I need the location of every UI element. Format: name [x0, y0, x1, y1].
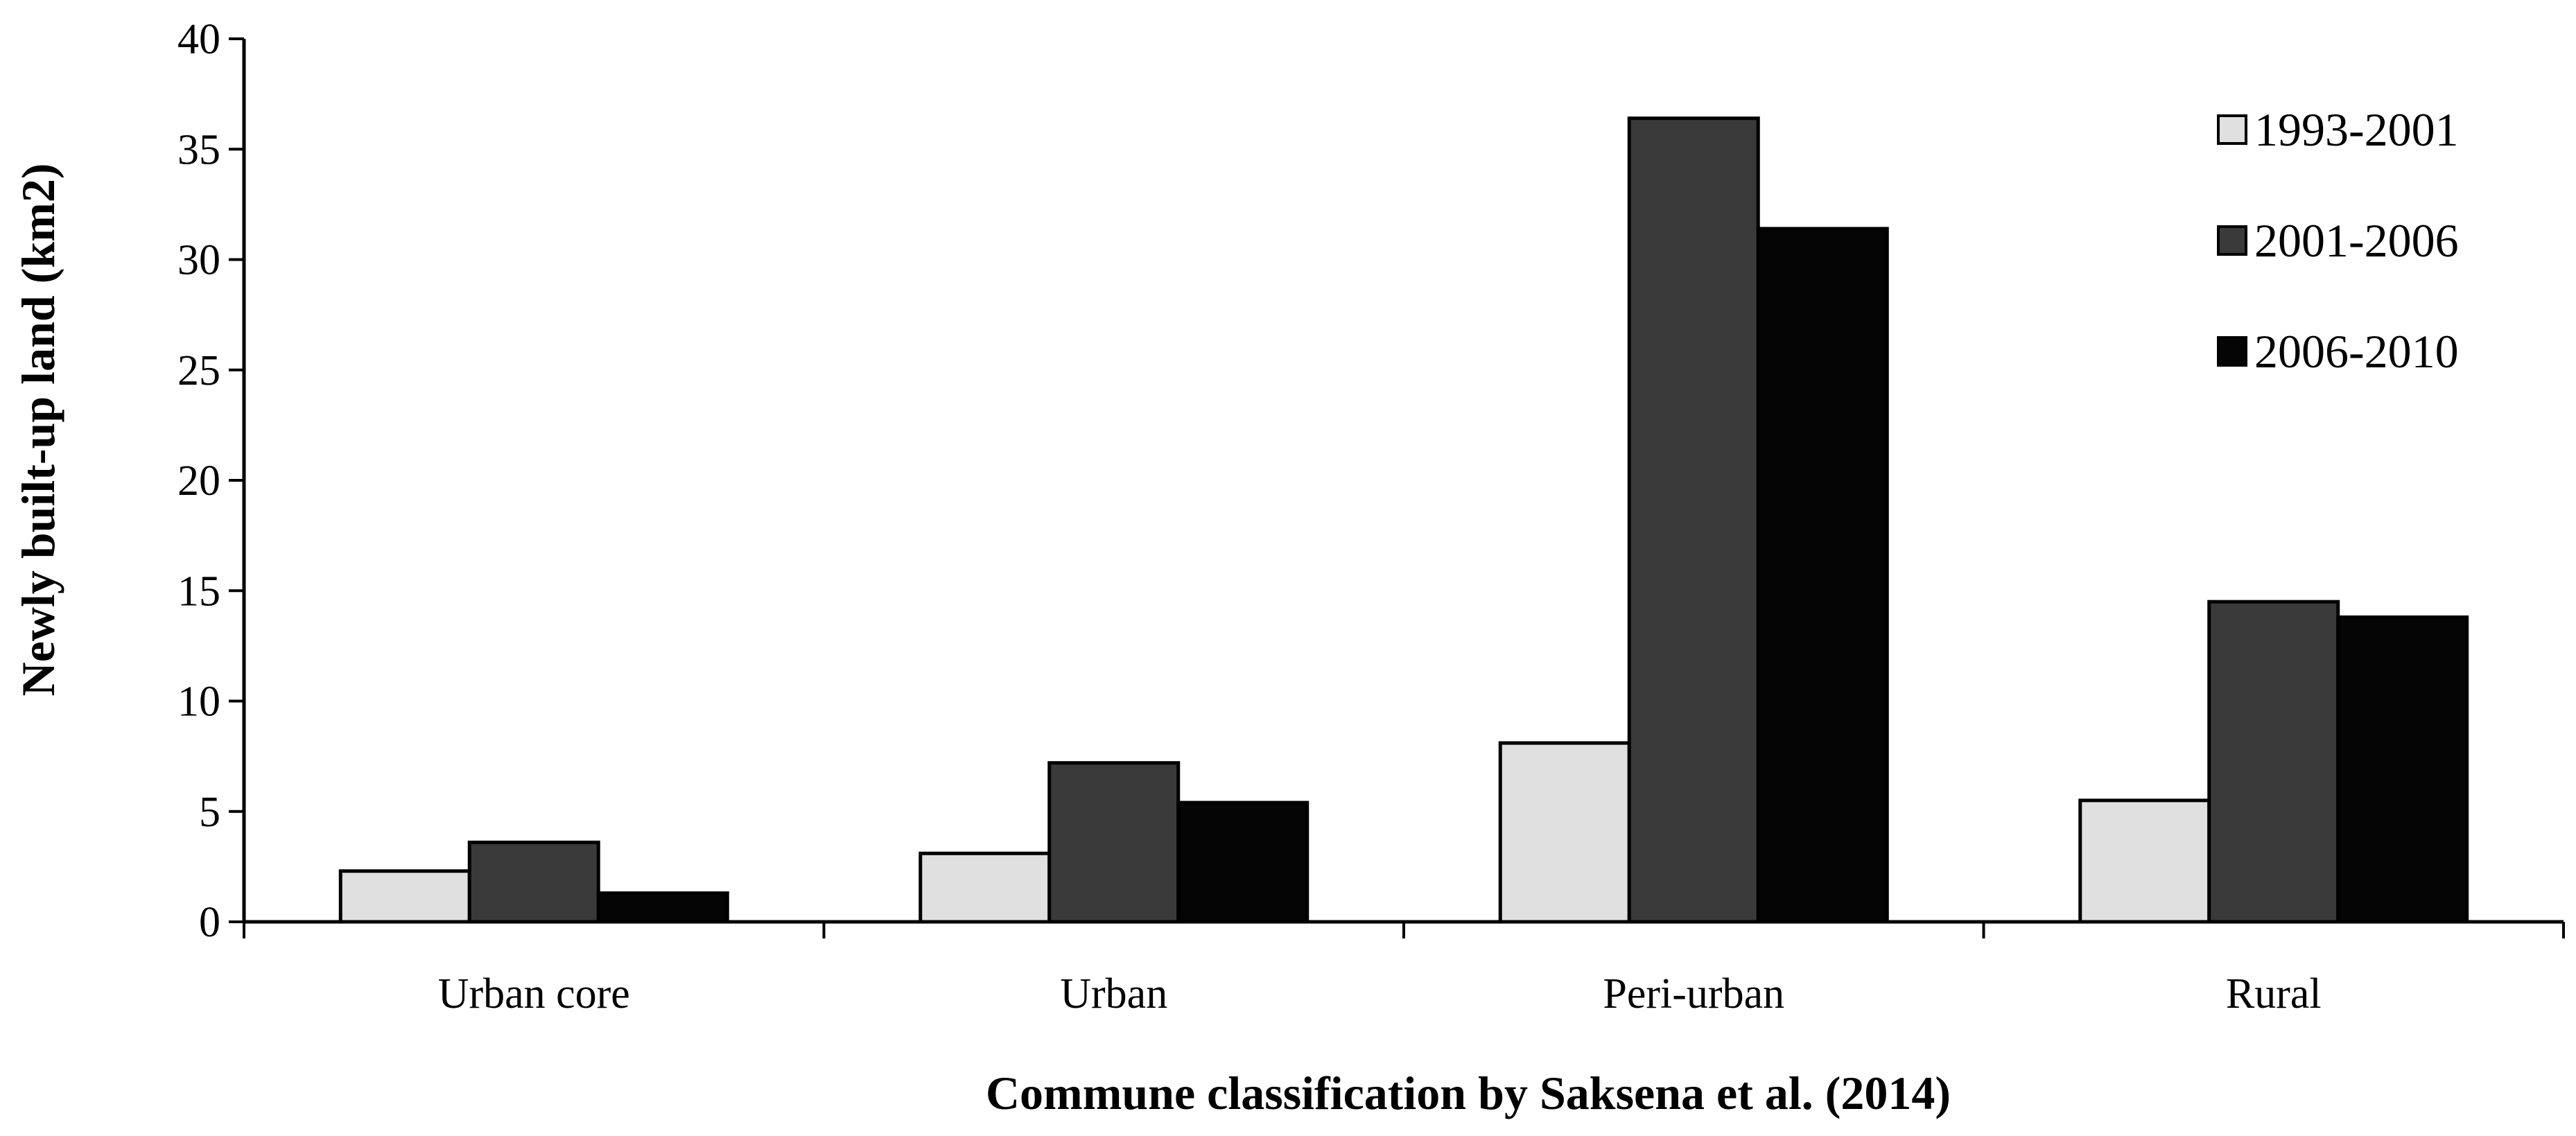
legend-swatch — [2217, 336, 2247, 367]
bar-1993-2001-urban — [919, 851, 1052, 924]
y-tick-label: 5 — [199, 789, 220, 836]
y-tick-label: 40 — [177, 16, 220, 63]
x-category-label: Peri-urban — [1603, 970, 1784, 1017]
y-tick-label: 0 — [199, 899, 220, 946]
y-tick-label: 15 — [177, 568, 220, 615]
x-axis-category-labels: Urban core Urban Peri-urban Rural — [438, 970, 2322, 1017]
legend-swatch — [2217, 114, 2247, 145]
x-axis-title: Commune classification by Saksena et al.… — [986, 1067, 1951, 1119]
y-tick-label: 20 — [177, 457, 220, 505]
y-tick-label: 30 — [177, 237, 220, 284]
legend-label: 2006-2010 — [2254, 325, 2459, 378]
x-category-label: Urban — [1060, 970, 1167, 1017]
bar-2006-2010-urban — [1176, 801, 1309, 924]
y-tick-label: 10 — [177, 679, 220, 726]
bar-2001-2006-urban — [1047, 761, 1181, 924]
bar-2001-2006-urban-core — [467, 840, 600, 924]
bar-2001-2006-rural — [2207, 600, 2340, 924]
bar-1993-2001-rural — [2078, 798, 2211, 924]
y-tick-label: 35 — [177, 126, 220, 173]
y-axis-ticks: 0 5 10 15 20 25 30 35 40 — [177, 16, 244, 946]
bar-2001-2006-peri-urban — [1627, 116, 1760, 924]
legend-swatch — [2217, 225, 2247, 256]
bar-2006-2010-rural — [2336, 615, 2469, 924]
bar-1993-2001-peri-urban — [1498, 741, 1631, 924]
bars — [338, 116, 2469, 924]
bar-2006-2010-urban-core — [596, 891, 729, 924]
legend: 1993-2001 2001-2006 2006-2010 — [2217, 103, 2459, 378]
x-category-label: Urban core — [438, 970, 630, 1017]
axes — [242, 39, 2565, 938]
y-axis-title: Newly built-up land (km2) — [12, 164, 64, 697]
legend-label: 2001-2006 — [2254, 214, 2459, 267]
y-tick-label: 25 — [177, 347, 220, 394]
bar-2006-2010-peri-urban — [1756, 227, 1889, 924]
bar-1993-2001-urban-core — [338, 869, 471, 924]
legend-label: 1993-2001 — [2254, 103, 2459, 156]
x-category-label: Rural — [2226, 970, 2322, 1017]
